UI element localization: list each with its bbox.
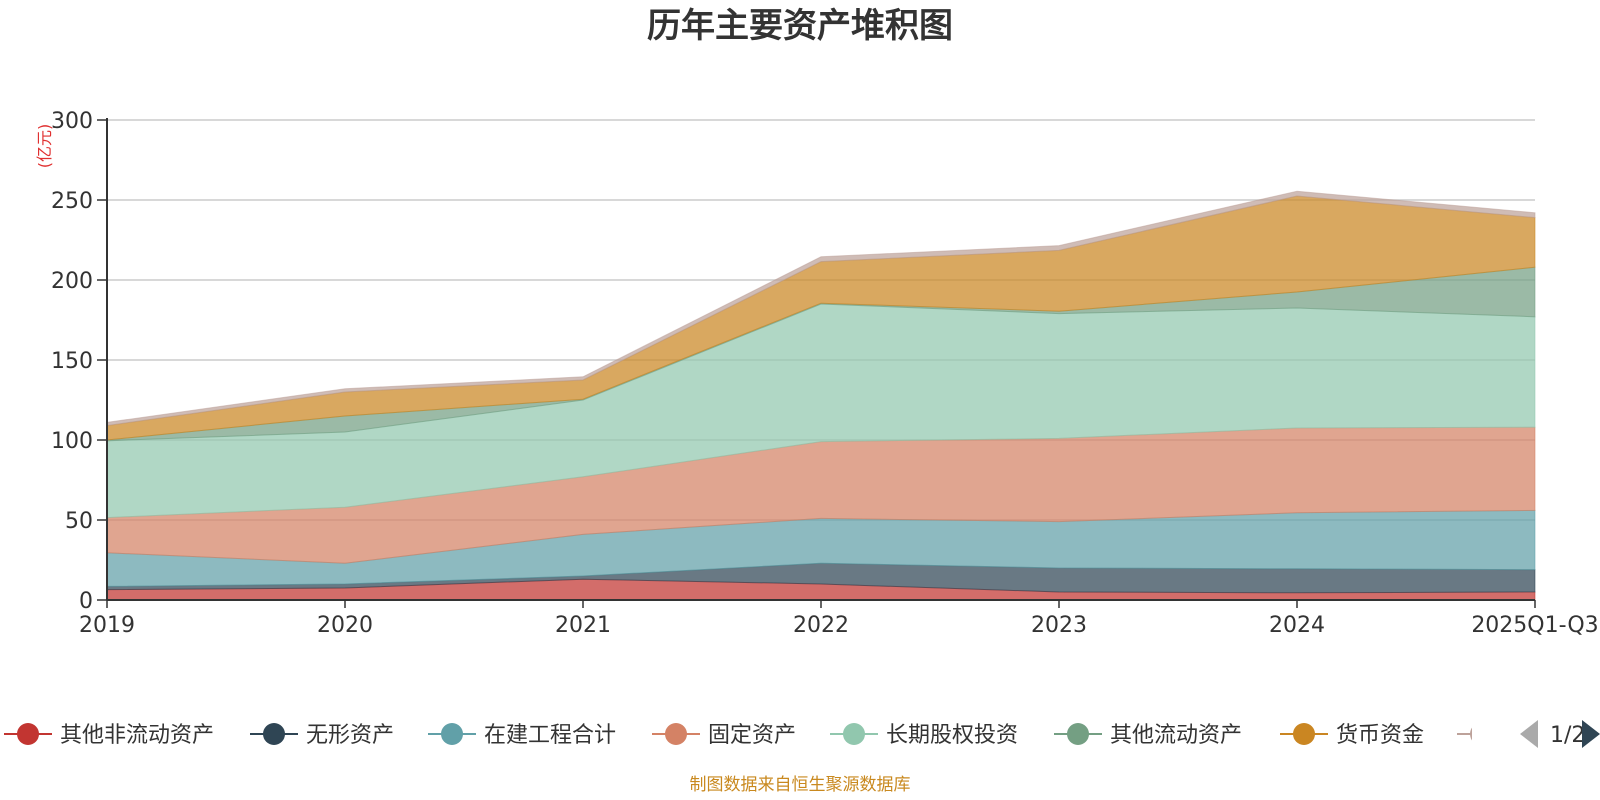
legend-next-page-icon[interactable] xyxy=(1582,720,1600,748)
legend: 其他非流动资产 无形资产 在建工程合计 固定资产 长期股权投资 其他流动资产 货币资金 1/2 xyxy=(4,720,1600,748)
legend-label: 其他非流动资产 xyxy=(60,723,214,748)
y-tick-label: 250 xyxy=(51,189,93,214)
legend-label: 其他流动资产 xyxy=(1110,723,1242,748)
x-tick-label: 2023 xyxy=(1031,613,1087,638)
y-tick-label: 50 xyxy=(65,509,93,534)
legend-item-在建工程合计[interactable]: 在建工程合计 xyxy=(428,723,616,748)
legend-marker xyxy=(843,723,865,745)
legend-label: 固定资产 xyxy=(708,723,796,748)
legend-marker xyxy=(1067,723,1089,745)
x-tick-label: 2024 xyxy=(1269,613,1325,638)
legend-marker xyxy=(441,723,463,745)
legend-label: 长期股权投资 xyxy=(886,723,1018,748)
x-tick-label: 2020 xyxy=(317,613,373,638)
legend-label: 货币资金 xyxy=(1336,723,1424,748)
legend-marker xyxy=(665,723,687,745)
y-tick-label: 100 xyxy=(51,429,93,454)
x-tick-label: 2025Q1-Q3 xyxy=(1471,613,1598,638)
y-tick-label: 0 xyxy=(79,589,93,614)
x-tick-label: 2019 xyxy=(79,613,135,638)
legend-marker xyxy=(17,723,39,745)
legend-page-indicator: 1/2 xyxy=(1550,723,1585,748)
y-tick-label: 200 xyxy=(51,269,93,294)
area-其他 xyxy=(106,190,1536,427)
legend-marker xyxy=(1470,727,1472,741)
y-tick-label: 300 xyxy=(51,109,93,134)
legend-marker xyxy=(1293,723,1315,745)
legend-item-长期股权投资[interactable]: 长期股权投资 xyxy=(830,723,1018,748)
legend-label: 在建工程合计 xyxy=(484,723,616,748)
chart-title: 历年主要资产堆积图 xyxy=(647,6,953,46)
legend-prev-page-icon[interactable] xyxy=(1520,720,1538,748)
y-axis-unit-label: (亿元) xyxy=(35,124,54,169)
data-source-note: 制图数据来自恒生聚源数据库 xyxy=(690,775,911,795)
y-tick-label: 150 xyxy=(51,349,93,374)
axes: 0 50 100 150 200 250 300 2019 2020 2021 2022 2023 20… xyxy=(51,109,1599,638)
legend-item-固定资产[interactable]: 固定资产 xyxy=(652,723,796,748)
legend-item-其他流动资产[interactable]: 其他流动资产 xyxy=(1054,723,1242,748)
x-tick-label: 2022 xyxy=(793,613,849,638)
legend-item-partial[interactable] xyxy=(1457,723,1505,745)
x-tick-label: 2021 xyxy=(555,613,611,638)
legend-item-无形资产[interactable]: 无形资产 xyxy=(250,723,394,748)
legend-marker xyxy=(263,723,285,745)
legend-label: 无形资产 xyxy=(306,723,394,748)
legend-item-货币资金[interactable]: 货币资金 xyxy=(1280,723,1424,748)
legend-item-其他非流动资产[interactable]: 其他非流动资产 xyxy=(4,723,214,748)
area-series xyxy=(106,190,1536,601)
